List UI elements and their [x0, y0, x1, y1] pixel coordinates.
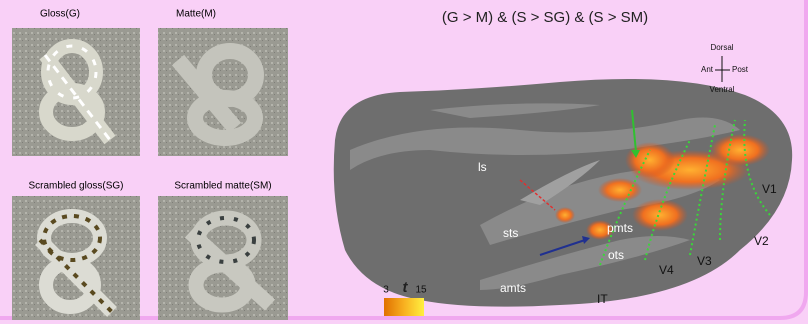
area-label: amts [500, 281, 526, 295]
colorbar-max: 15 [415, 285, 427, 296]
caption: Matte(M) [176, 9, 216, 20]
brain-title: (G > M) & (S > SG) & (S > SM) [442, 9, 648, 26]
area-label: V1 [762, 182, 777, 196]
compass-label: Ventral [710, 85, 735, 94]
caption: Gloss(G) [40, 9, 80, 20]
area-label: sts [503, 226, 518, 240]
colorbar-min: 3 [383, 285, 389, 296]
figure: Gloss(G) Matte(M) Scrambled gloss(SG) Sc… [0, 0, 808, 324]
area-label: V3 [697, 254, 712, 268]
compass-label: Dorsal [710, 43, 733, 52]
area-label: ots [608, 248, 624, 262]
colorbar-gradient [384, 298, 424, 316]
caption: Scrambled matte(SM) [174, 181, 271, 192]
compass-label: Ant [701, 65, 714, 74]
area-label: pmts [607, 221, 633, 235]
caption: Scrambled gloss(SG) [28, 181, 123, 192]
area-label: ls [478, 160, 487, 174]
page: Gloss(G) Matte(M) Scrambled gloss(SG) Sc… [0, 0, 808, 329]
area-label: V2 [754, 234, 769, 248]
compass-label: Post [732, 65, 749, 74]
area-label: V4 [659, 263, 674, 277]
area-label: IT [597, 292, 608, 306]
